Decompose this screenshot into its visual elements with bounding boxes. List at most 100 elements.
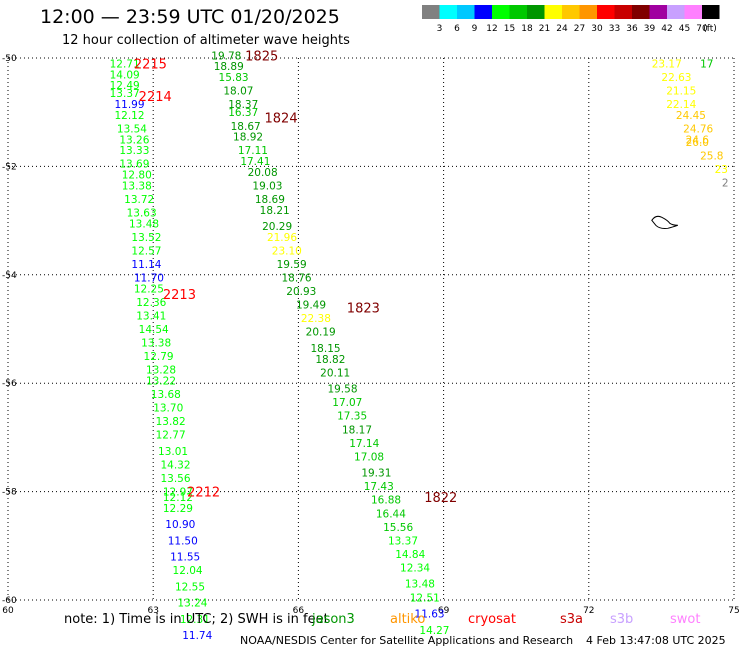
- color-scale-legend: 3 6 9 12 15 18 21 24 27 30 33 36 39 42 45 70(ft): [422, 5, 720, 34]
- wave-height-value: 18.67: [231, 121, 261, 133]
- wave-height-value: 10.90: [165, 519, 195, 531]
- y-tick-label: -56: [2, 379, 17, 389]
- wave-height-value: 11.55: [170, 552, 200, 564]
- wave-height-value: 12.97: [163, 487, 193, 499]
- wave-height-value: 17.41: [240, 156, 270, 168]
- wave-height-value: 13.26: [119, 134, 149, 146]
- scale-tick-label: 18: [521, 24, 533, 34]
- scale-swatch: [544, 5, 562, 19]
- scale-tick-label: 42: [661, 24, 672, 34]
- wave-height-value: 22.38: [301, 313, 331, 325]
- y-tick-label: -60: [2, 596, 17, 606]
- wave-height-value: 13.24: [177, 598, 207, 610]
- wave-height-value: 13.37: [110, 88, 140, 100]
- wave-height-value: 17.14: [349, 438, 379, 450]
- x-tick-label: 60: [2, 606, 14, 616]
- satellite-label-s3b: s3b: [610, 612, 634, 627]
- satellite-label-altiko: altiko: [390, 612, 426, 627]
- wave-height-value: 13.82: [156, 416, 186, 428]
- wave-height-value: 14.54: [139, 324, 169, 336]
- satellite-label-swot: swot: [670, 612, 701, 627]
- chart-title: 12:00 — 23:59 UTC 01/20/2025: [40, 6, 340, 28]
- scale-tick-label: 30: [591, 24, 603, 34]
- wave-height-value: 18.76: [281, 273, 311, 285]
- y-tick-label: -54: [2, 271, 17, 281]
- wave-height-value: 19.78: [211, 50, 241, 62]
- scale-unit-label: (ft): [703, 24, 717, 34]
- wave-height-value: 19.59: [277, 259, 307, 271]
- wave-height-value: 18.07: [223, 86, 253, 98]
- wave-height-value: 22.63: [661, 72, 691, 84]
- x-tick-label: 75: [728, 606, 739, 616]
- satellite-label-jason3: jason3: [312, 612, 355, 627]
- wave-height-value: 18.92: [233, 132, 263, 144]
- scale-tick-label: 6: [454, 24, 460, 34]
- wave-height-value: 24.45: [676, 110, 706, 122]
- wave-height-value: 12.79: [144, 351, 174, 363]
- scale-tick-label: 15: [504, 24, 515, 34]
- satellite-label-s3a: s3a: [560, 612, 584, 627]
- pass-time-label: 2215: [134, 57, 167, 72]
- wave-height-value: 18.82: [315, 354, 345, 366]
- wave-height-value: 13.70: [153, 403, 183, 415]
- scale-tick-label: 33: [609, 24, 620, 34]
- wave-height-value: 19.49: [296, 300, 326, 312]
- scale-tick-label: 21: [539, 24, 550, 34]
- wave-height-value: 17.07: [332, 397, 362, 409]
- wave-height-value: 18.21: [260, 205, 290, 217]
- scale-tick-label: 24: [556, 24, 568, 34]
- wave-height-value: 16.44: [376, 508, 406, 520]
- wave-height-value: 12.25: [134, 283, 164, 295]
- wave-height-value: 21.15: [666, 86, 696, 98]
- wave-height-value: 14.27: [419, 625, 449, 637]
- wave-height-value: 24.6: [686, 134, 710, 146]
- scale-tick-label: 36: [626, 24, 638, 34]
- wave-height-value: 20.08: [248, 167, 278, 179]
- x-tick-label: 72: [583, 606, 594, 616]
- x-tick-label: 69: [438, 606, 450, 616]
- scale-tick-label: 9: [472, 24, 478, 34]
- wave-height-value: 20.29: [262, 221, 292, 233]
- scale-swatch: [579, 5, 597, 19]
- scale-swatch: [684, 5, 702, 19]
- scale-tick-label: 27: [574, 24, 585, 34]
- scale-swatch: [562, 5, 580, 19]
- wave-height-value: 13.63: [127, 207, 157, 219]
- wave-height-value: 17.11: [238, 145, 268, 157]
- wave-height-value: 23: [715, 164, 728, 176]
- scale-swatch: [457, 5, 475, 19]
- wave-height-value: 13.48: [129, 218, 159, 230]
- scale-swatch: [597, 5, 615, 19]
- wave-height-value: 15.83: [219, 72, 249, 84]
- wave-height-value: 12.29: [163, 503, 193, 515]
- wave-height-value: 12.31: [180, 614, 210, 626]
- wave-height-value: 13.41: [136, 310, 166, 322]
- chart-subtitle: 12 hour collection of altimeter wave hei…: [62, 33, 350, 48]
- y-tick-label: -50: [2, 54, 17, 64]
- scale-swatch: [614, 5, 632, 19]
- wave-height-value: 19.03: [252, 180, 282, 192]
- wave-height-value: 13.01: [158, 446, 188, 458]
- x-tick-label: 63: [147, 606, 158, 616]
- wave-height-value: 16.88: [371, 495, 401, 507]
- wave-height-value: 13.33: [119, 145, 149, 157]
- wave-height-value: 12.80: [122, 170, 152, 182]
- wave-height-value: 19.58: [327, 384, 357, 396]
- wave-height-value: 18.69: [255, 194, 285, 206]
- wave-height-value: 13.22: [146, 375, 176, 387]
- scale-tick-label: 39: [644, 24, 656, 34]
- wave-height-value: 12.36: [136, 297, 166, 309]
- scale-swatch: [492, 5, 510, 19]
- wave-height-value: 13.37: [388, 535, 418, 547]
- wave-height-value: 2: [722, 178, 729, 190]
- wave-height-value: 13.68: [151, 389, 181, 401]
- scale-swatch: [649, 5, 667, 19]
- scale-swatch: [422, 5, 440, 19]
- wave-height-value: 18.89: [214, 61, 244, 73]
- wave-height-value: 13.72: [124, 194, 154, 206]
- wave-height-value: 24.76: [683, 123, 713, 135]
- wave-height-value: 25.8: [700, 151, 723, 163]
- wave-height-value: 20.19: [306, 327, 336, 339]
- wave-height-value: 12.12: [163, 492, 193, 504]
